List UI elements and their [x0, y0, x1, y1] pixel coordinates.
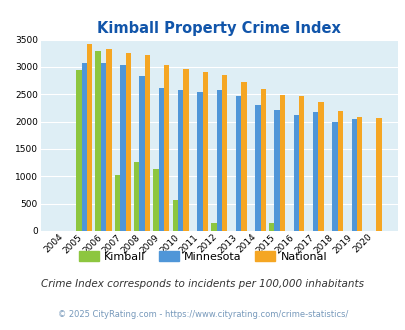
Bar	[197, 91, 202, 231]
Bar	[298, 96, 304, 231]
Bar	[279, 95, 284, 231]
Bar	[331, 122, 337, 231]
Bar	[202, 72, 207, 231]
Bar	[95, 50, 100, 231]
Bar	[172, 200, 177, 231]
Bar	[260, 89, 265, 231]
Bar	[139, 76, 145, 231]
Bar	[337, 111, 342, 231]
Legend: Kimball, Minnesota, National: Kimball, Minnesota, National	[74, 247, 331, 266]
Bar	[81, 63, 87, 231]
Bar	[164, 65, 169, 231]
Bar	[241, 82, 246, 231]
Bar	[312, 112, 318, 231]
Bar	[254, 105, 260, 231]
Bar	[235, 96, 241, 231]
Bar	[274, 110, 279, 231]
Bar	[211, 223, 216, 231]
Bar	[375, 118, 381, 231]
Bar	[216, 90, 222, 231]
Bar	[183, 69, 188, 231]
Text: © 2025 CityRating.com - https://www.cityrating.com/crime-statistics/: © 2025 CityRating.com - https://www.city…	[58, 310, 347, 319]
Title: Kimball Property Crime Index: Kimball Property Crime Index	[97, 21, 340, 36]
Bar	[145, 55, 150, 231]
Bar	[125, 53, 130, 231]
Bar	[351, 119, 356, 231]
Bar	[356, 117, 361, 231]
Bar	[153, 169, 158, 231]
Bar	[100, 63, 106, 231]
Bar	[120, 65, 125, 231]
Text: Crime Index corresponds to incidents per 100,000 inhabitants: Crime Index corresponds to incidents per…	[41, 279, 364, 289]
Bar	[76, 70, 81, 231]
Bar	[115, 175, 120, 231]
Bar	[269, 223, 274, 231]
Bar	[293, 115, 298, 231]
Bar	[222, 75, 227, 231]
Bar	[134, 162, 139, 231]
Bar	[106, 49, 111, 231]
Bar	[318, 103, 323, 231]
Bar	[177, 90, 183, 231]
Bar	[87, 44, 92, 231]
Bar	[158, 88, 164, 231]
